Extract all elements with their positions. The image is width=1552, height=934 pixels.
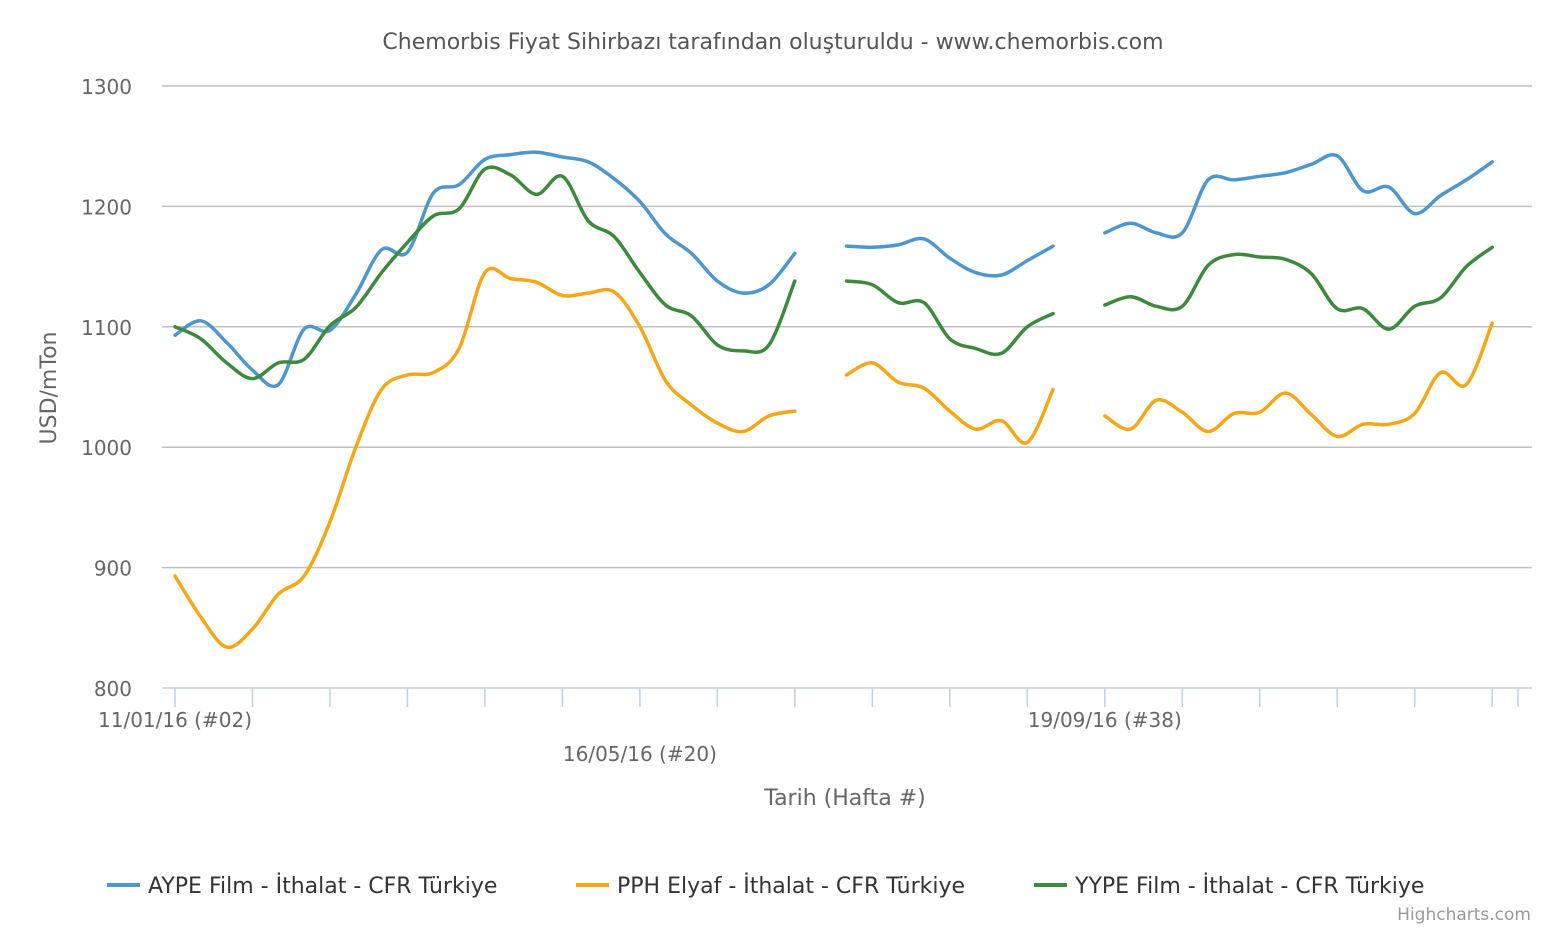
chart-title: Chemorbis Fiyat Sihirbazı tarafından olu…: [382, 30, 1163, 55]
series-segment[interactable]: [1103, 153, 1494, 239]
series-segment[interactable]: [173, 266, 797, 650]
x-axis: 11/01/16 (#02) 16/05/16 (#20) 19/09/16 (#3…: [98, 687, 1532, 766]
credits-link[interactable]: Highcharts.com: [1397, 905, 1531, 925]
x-tick-label: 19/09/16 (#38): [1028, 708, 1182, 732]
series-segment[interactable]: [1103, 245, 1494, 331]
y-axis-label: USD/mTon: [37, 332, 62, 445]
x-axis-label: Tarih (Hafta #): [763, 786, 925, 811]
x-tick-label: 16/05/16 (#20): [563, 742, 717, 766]
series-line-2[interactable]: [173, 266, 1494, 650]
legend-item-1[interactable]: AYPE Film - İthalat - CFR Türkiye: [107, 873, 497, 899]
legend: AYPE Film - İthalat - CFR Türkiye PPH Ely…: [107, 873, 1424, 899]
series-segment[interactable]: [173, 150, 797, 388]
y-tick-label: 800: [94, 677, 132, 701]
legend-label: YYPE Film - İthalat - CFR Türkiye: [1074, 873, 1424, 899]
y-tick-label: 1000: [81, 436, 132, 460]
y-axis-ticks: 800 900 1000 1100 1200 1300: [81, 75, 132, 701]
y-tick-label: 900: [94, 557, 132, 581]
y-tick-label: 1300: [81, 75, 132, 99]
series-group: [173, 150, 1494, 650]
grid-lines: [162, 85, 1532, 569]
series-segment[interactable]: [1103, 321, 1494, 439]
legend-label: PPH Elyaf - İthalat - CFR Türkiye: [617, 873, 965, 899]
series-segment[interactable]: [844, 279, 1055, 357]
series-line-1[interactable]: [173, 150, 1494, 388]
y-tick-label: 1200: [81, 195, 132, 219]
legend-item-3[interactable]: YYPE Film - İthalat - CFR Türkiye: [1034, 873, 1424, 899]
series-line-3[interactable]: [173, 165, 1494, 381]
series-segment[interactable]: [844, 361, 1055, 445]
legend-item-2[interactable]: PPH Elyaf - İthalat - CFR Türkiye: [576, 873, 965, 899]
y-tick-label: 1100: [81, 316, 132, 340]
legend-label: AYPE Film - İthalat - CFR Türkiye: [148, 873, 497, 899]
series-segment[interactable]: [173, 165, 797, 381]
series-segment[interactable]: [844, 236, 1055, 278]
x-tick-label: 11/01/16 (#02): [98, 708, 252, 732]
